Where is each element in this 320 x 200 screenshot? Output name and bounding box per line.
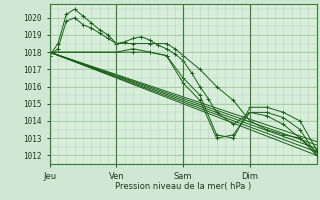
X-axis label: Pression niveau de la mer( hPa ): Pression niveau de la mer( hPa ): [115, 182, 251, 191]
